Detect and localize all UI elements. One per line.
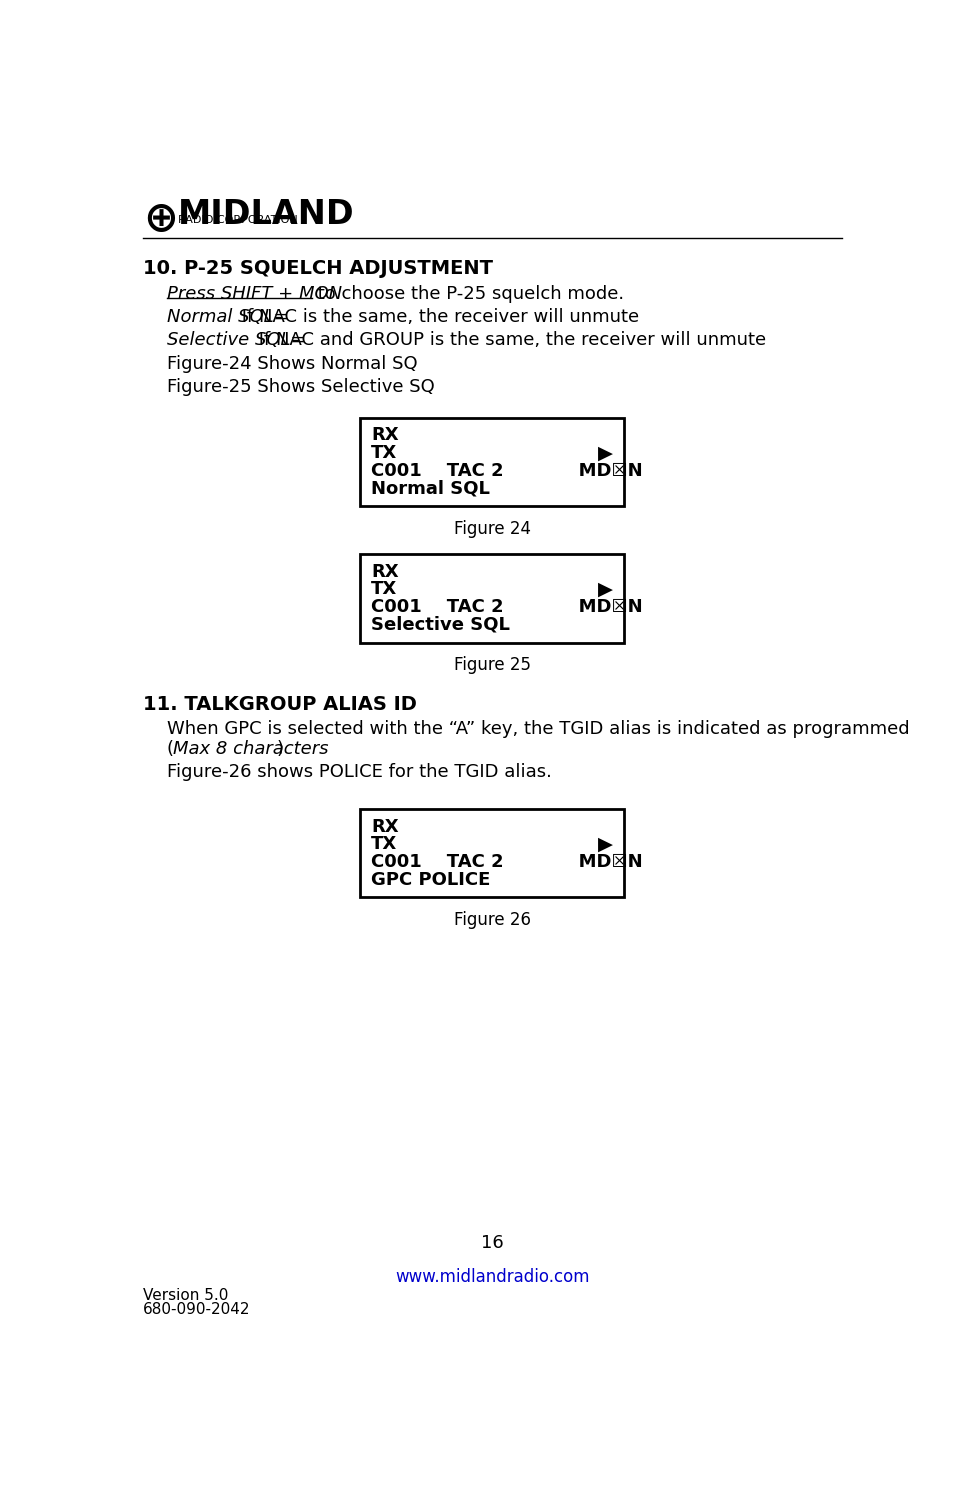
Text: Figure 24: Figure 24 bbox=[454, 521, 530, 539]
Text: Figure 26: Figure 26 bbox=[454, 912, 530, 930]
Text: ⊕: ⊕ bbox=[143, 197, 178, 240]
Text: ▶: ▶ bbox=[598, 836, 613, 853]
Text: Selective SQL=: Selective SQL= bbox=[166, 331, 306, 349]
Text: C001    TAC 2            MD☒N: C001 TAC 2 MD☒N bbox=[371, 598, 643, 616]
Text: 16: 16 bbox=[480, 1234, 504, 1252]
Text: Figure-25 Shows Selective SQ: Figure-25 Shows Selective SQ bbox=[166, 377, 434, 395]
Text: MIDLAND: MIDLAND bbox=[178, 197, 355, 231]
Text: If NAC is the same, the receiver will unmute: If NAC is the same, the receiver will un… bbox=[236, 309, 639, 327]
Text: Normal SQL=: Normal SQL= bbox=[166, 309, 288, 327]
FancyBboxPatch shape bbox=[360, 418, 624, 506]
Text: 11. TALKGROUP ALIAS ID: 11. TALKGROUP ALIAS ID bbox=[143, 695, 417, 715]
Text: Version 5.0: Version 5.0 bbox=[143, 1288, 229, 1303]
Text: ▶: ▶ bbox=[598, 443, 613, 463]
Text: RADIO CORPORATION: RADIO CORPORATION bbox=[178, 215, 298, 225]
Text: Press SHIFT + MON: Press SHIFT + MON bbox=[166, 285, 342, 303]
FancyBboxPatch shape bbox=[360, 809, 624, 898]
Text: GPC POLICE: GPC POLICE bbox=[371, 871, 491, 889]
Text: (: ( bbox=[166, 740, 174, 758]
Text: Figure 25: Figure 25 bbox=[454, 656, 530, 674]
Text: If NAC and GROUP is the same, the receiver will unmute: If NAC and GROUP is the same, the receiv… bbox=[254, 331, 767, 349]
Text: RX: RX bbox=[371, 427, 399, 445]
Text: C001    TAC 2            MD☒N: C001 TAC 2 MD☒N bbox=[371, 853, 643, 871]
Text: ▶: ▶ bbox=[598, 580, 613, 598]
Text: When GPC is selected with the “A” key, the TGID alias is indicated as programmed: When GPC is selected with the “A” key, t… bbox=[166, 719, 909, 737]
Text: RX: RX bbox=[371, 562, 399, 580]
Text: 10. P-25 SQUELCH ADJUSTMENT: 10. P-25 SQUELCH ADJUSTMENT bbox=[143, 260, 493, 278]
Text: www.midlandradio.com: www.midlandradio.com bbox=[395, 1268, 589, 1286]
Text: TX: TX bbox=[371, 836, 398, 853]
Text: 680-090-2042: 680-090-2042 bbox=[143, 1301, 251, 1317]
Text: ): ) bbox=[277, 740, 283, 758]
Text: RX: RX bbox=[371, 818, 399, 836]
Text: TX: TX bbox=[371, 580, 398, 598]
Text: to choose the P-25 squelch mode.: to choose the P-25 squelch mode. bbox=[312, 285, 625, 303]
FancyBboxPatch shape bbox=[360, 554, 624, 643]
Text: Selective SQL: Selective SQL bbox=[371, 616, 510, 634]
Text: Max 8 characters: Max 8 characters bbox=[173, 740, 329, 758]
Text: Normal SQL: Normal SQL bbox=[371, 479, 490, 497]
Text: C001    TAC 2            MD☒N: C001 TAC 2 MD☒N bbox=[371, 463, 643, 480]
Text: Figure-24 Shows Normal SQ: Figure-24 Shows Normal SQ bbox=[166, 355, 417, 373]
Text: TX: TX bbox=[371, 445, 398, 463]
Text: Figure-26 shows POLICE for the TGID alias.: Figure-26 shows POLICE for the TGID alia… bbox=[166, 762, 552, 780]
